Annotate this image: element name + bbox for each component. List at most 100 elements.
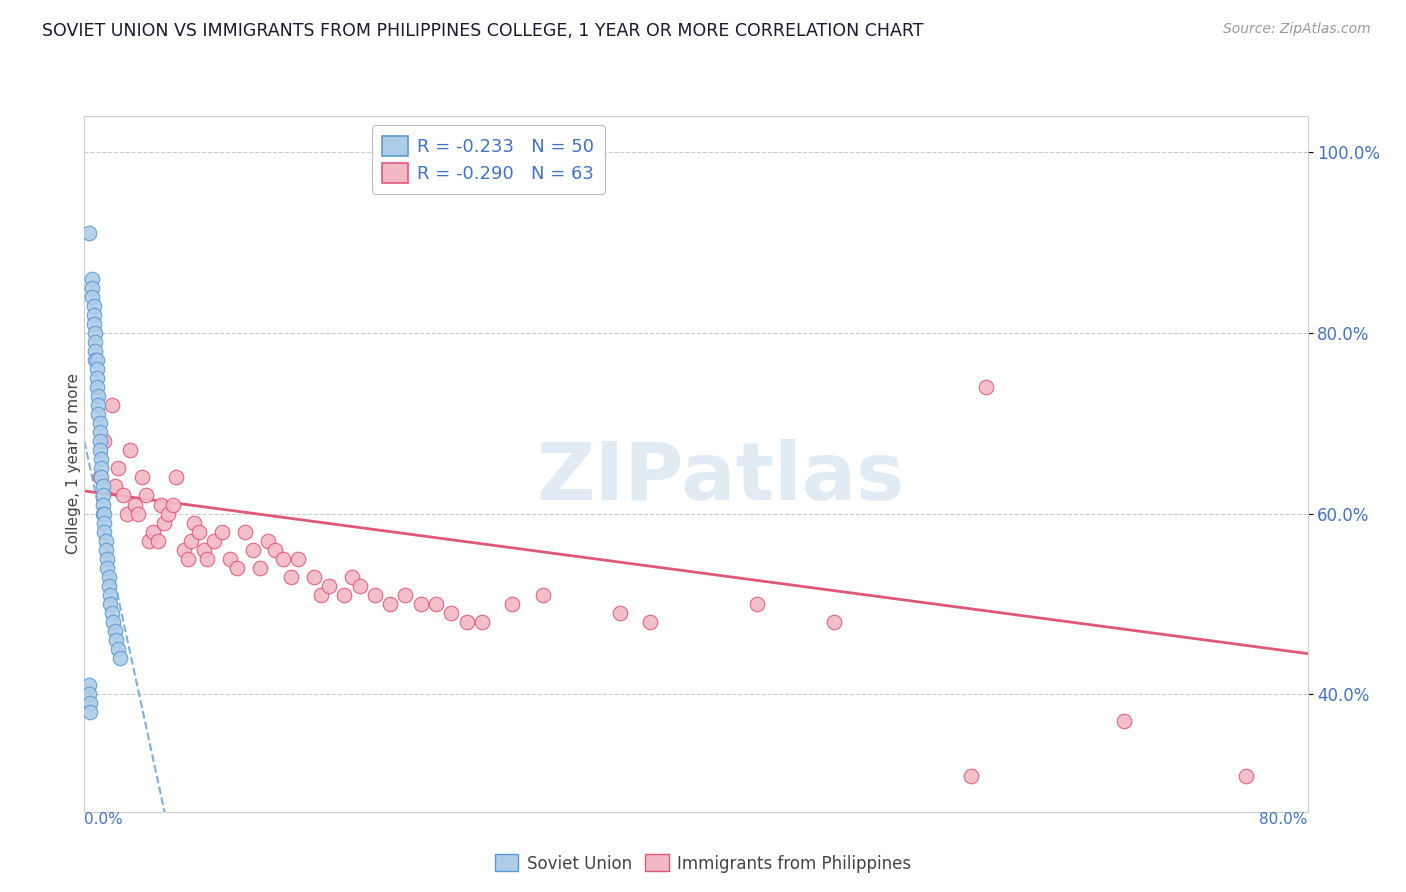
Point xyxy=(157,507,180,521)
Point xyxy=(311,588,333,602)
Point xyxy=(104,624,127,638)
Point xyxy=(120,443,142,458)
Point xyxy=(471,615,494,629)
Point xyxy=(107,642,129,657)
Point xyxy=(162,498,184,512)
Point xyxy=(233,524,256,539)
Point xyxy=(77,227,100,241)
Point xyxy=(86,380,108,394)
Point xyxy=(96,560,118,574)
Point xyxy=(218,551,240,566)
Text: SOVIET UNION VS IMMIGRANTS FROM PHILIPPINES COLLEGE, 1 YEAR OR MORE CORRELATION : SOVIET UNION VS IMMIGRANTS FROM PHILIPPI… xyxy=(42,22,924,40)
Point xyxy=(97,579,120,593)
Point xyxy=(195,551,218,566)
Point xyxy=(83,308,105,322)
Point xyxy=(115,507,138,521)
Point xyxy=(89,416,111,430)
Point xyxy=(91,507,114,521)
Point xyxy=(202,533,225,548)
Text: Source: ZipAtlas.com: Source: ZipAtlas.com xyxy=(1223,22,1371,37)
Point xyxy=(456,615,478,629)
Point xyxy=(93,516,115,530)
Point xyxy=(101,606,124,620)
Text: ZIPatlas: ZIPatlas xyxy=(536,439,904,516)
Point xyxy=(77,687,100,701)
Point xyxy=(280,570,302,584)
Point xyxy=(242,542,264,557)
Legend: R = -0.233   N = 50, R = -0.290   N = 63: R = -0.233 N = 50, R = -0.290 N = 63 xyxy=(371,125,605,194)
Point xyxy=(94,533,117,548)
Point xyxy=(440,606,463,620)
Point xyxy=(93,434,115,449)
Point xyxy=(146,533,169,548)
Point xyxy=(183,516,205,530)
Point xyxy=(107,461,129,475)
Point xyxy=(823,615,845,629)
Point xyxy=(188,524,211,539)
Point xyxy=(349,579,371,593)
Point xyxy=(1234,768,1257,782)
Point xyxy=(131,470,153,484)
Point xyxy=(638,615,661,629)
Point xyxy=(93,524,115,539)
Point xyxy=(149,498,172,512)
Point xyxy=(103,615,125,629)
Point xyxy=(124,498,146,512)
Point xyxy=(79,706,101,720)
Point xyxy=(249,560,271,574)
Point xyxy=(257,533,280,548)
Point xyxy=(165,470,187,484)
Point xyxy=(83,299,105,313)
Point xyxy=(80,280,103,294)
Point xyxy=(211,524,233,539)
Point xyxy=(127,507,149,521)
Point xyxy=(89,470,111,484)
Point xyxy=(101,398,124,412)
Point xyxy=(98,588,121,602)
Point xyxy=(1114,714,1136,729)
Point xyxy=(96,551,118,566)
Point xyxy=(173,542,195,557)
Point xyxy=(84,343,107,358)
Point xyxy=(960,768,983,782)
Point xyxy=(394,588,416,602)
Text: 80.0%: 80.0% xyxy=(1260,812,1308,827)
Point xyxy=(409,597,432,611)
Point xyxy=(84,334,107,349)
Point xyxy=(86,371,108,385)
Point xyxy=(94,542,117,557)
Point xyxy=(97,570,120,584)
Point xyxy=(80,290,103,304)
Legend: Soviet Union, Immigrants from Philippines: Soviet Union, Immigrants from Philippine… xyxy=(488,847,918,880)
Point xyxy=(83,317,105,331)
Point xyxy=(108,651,131,665)
Point xyxy=(87,389,110,403)
Text: 0.0%: 0.0% xyxy=(84,812,124,827)
Y-axis label: College, 1 year or more: College, 1 year or more xyxy=(66,374,80,554)
Point xyxy=(86,362,108,376)
Point xyxy=(271,551,294,566)
Point xyxy=(531,588,554,602)
Point xyxy=(91,488,114,502)
Point xyxy=(333,588,356,602)
Point xyxy=(80,271,103,285)
Point xyxy=(98,597,121,611)
Point xyxy=(502,597,524,611)
Point xyxy=(609,606,631,620)
Point xyxy=(747,597,769,611)
Point xyxy=(287,551,309,566)
Point xyxy=(180,533,202,548)
Point xyxy=(177,551,200,566)
Point xyxy=(93,507,115,521)
Point xyxy=(318,579,340,593)
Point xyxy=(425,597,447,611)
Point xyxy=(90,452,112,467)
Point xyxy=(193,542,215,557)
Point xyxy=(87,398,110,412)
Point xyxy=(153,516,176,530)
Point xyxy=(111,488,134,502)
Point xyxy=(89,434,111,449)
Point xyxy=(79,696,101,710)
Point xyxy=(77,678,100,692)
Point xyxy=(87,407,110,421)
